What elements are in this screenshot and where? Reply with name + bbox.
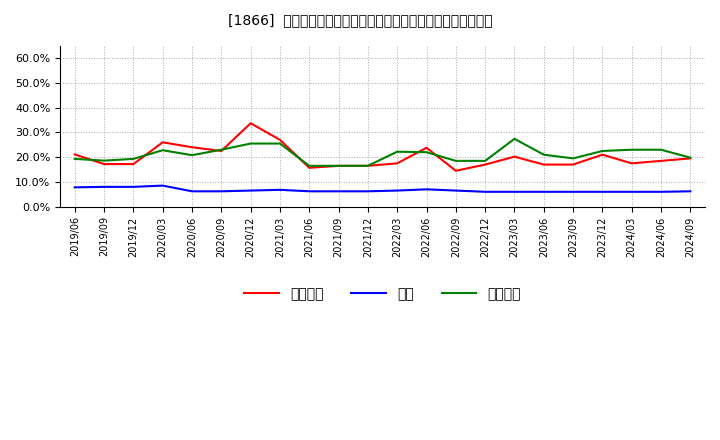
売上債権 bbox=[569, 162, 577, 167]
在庫 bbox=[598, 189, 607, 194]
買入債務 bbox=[364, 163, 372, 169]
在庫 bbox=[627, 189, 636, 194]
買入債務 bbox=[627, 147, 636, 152]
売上債権 bbox=[71, 152, 79, 157]
買入債務 bbox=[686, 155, 695, 160]
買入債務 bbox=[481, 158, 490, 164]
在庫 bbox=[188, 189, 197, 194]
売上債権 bbox=[657, 158, 665, 164]
買入債務 bbox=[100, 158, 109, 163]
売上債権 bbox=[129, 161, 138, 167]
買入債務 bbox=[569, 156, 577, 161]
買入債務 bbox=[217, 147, 225, 152]
在庫 bbox=[334, 189, 343, 194]
売上債権 bbox=[100, 161, 109, 167]
売上債権 bbox=[686, 156, 695, 161]
在庫 bbox=[422, 187, 431, 192]
買入債務 bbox=[71, 156, 79, 161]
在庫 bbox=[217, 189, 225, 194]
売上債権 bbox=[246, 121, 255, 126]
Text: [1866]  売上債権、在庫、買入債務の総資産に対する比率の推移: [1866] 売上債権、在庫、買入債務の総資産に対する比率の推移 bbox=[228, 13, 492, 27]
売上債権 bbox=[598, 152, 607, 158]
在庫 bbox=[657, 189, 665, 194]
在庫 bbox=[364, 189, 372, 194]
Line: 売上債権: 売上債権 bbox=[75, 123, 690, 171]
在庫 bbox=[569, 189, 577, 194]
在庫 bbox=[539, 189, 548, 194]
買入債務 bbox=[510, 136, 519, 142]
売上債権 bbox=[364, 163, 372, 169]
買入債務 bbox=[305, 163, 314, 169]
在庫 bbox=[100, 184, 109, 190]
買入債務 bbox=[334, 163, 343, 169]
在庫 bbox=[71, 185, 79, 190]
買入債務 bbox=[657, 147, 665, 152]
買入債務 bbox=[246, 141, 255, 146]
在庫 bbox=[158, 183, 167, 188]
売上債権 bbox=[481, 162, 490, 167]
在庫 bbox=[305, 189, 314, 194]
在庫 bbox=[129, 184, 138, 190]
買入債務 bbox=[276, 141, 284, 146]
売上債権 bbox=[305, 165, 314, 170]
在庫 bbox=[276, 187, 284, 192]
在庫 bbox=[451, 188, 460, 193]
売上債権 bbox=[451, 168, 460, 173]
売上債権 bbox=[627, 161, 636, 166]
買入債務 bbox=[129, 156, 138, 161]
売上債権 bbox=[334, 163, 343, 169]
売上債権 bbox=[188, 145, 197, 150]
買入債務 bbox=[539, 152, 548, 158]
Legend: 売上債権, 在庫, 買入債務: 売上債権, 在庫, 買入債務 bbox=[238, 281, 526, 306]
在庫 bbox=[481, 189, 490, 194]
在庫 bbox=[510, 189, 519, 194]
買入債務 bbox=[598, 148, 607, 154]
買入債務 bbox=[393, 149, 402, 154]
買入債務 bbox=[158, 147, 167, 153]
在庫 bbox=[686, 189, 695, 194]
売上債権 bbox=[422, 145, 431, 150]
売上債権 bbox=[158, 139, 167, 145]
買入債務 bbox=[422, 150, 431, 155]
買入債務 bbox=[188, 153, 197, 158]
売上債権 bbox=[510, 154, 519, 159]
Line: 在庫: 在庫 bbox=[75, 186, 690, 192]
在庫 bbox=[393, 188, 402, 193]
売上債権 bbox=[539, 162, 548, 167]
売上債権 bbox=[393, 161, 402, 166]
売上債権 bbox=[276, 137, 284, 143]
買入債務 bbox=[451, 158, 460, 164]
売上債権 bbox=[217, 148, 225, 154]
在庫 bbox=[246, 188, 255, 193]
Line: 買入債務: 買入債務 bbox=[75, 139, 690, 166]
